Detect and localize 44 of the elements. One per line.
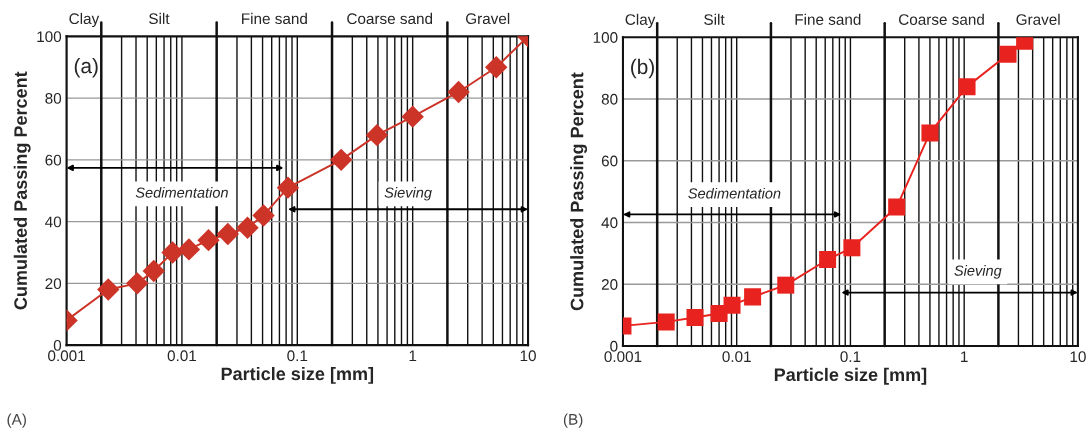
annotation: (a) bbox=[74, 57, 98, 78]
y-tick-label: 20 bbox=[601, 279, 618, 290]
annotation: Sieving bbox=[384, 187, 432, 201]
y-axis-title: Cumulated Passing Percent bbox=[13, 71, 31, 310]
annotation: (b) bbox=[631, 58, 654, 79]
text: Coarse sand bbox=[347, 12, 433, 25]
y-tick-label: 40 bbox=[45, 216, 62, 228]
annotation: Sedimentation bbox=[135, 187, 228, 198]
y-tick-label: 80 bbox=[45, 92, 62, 104]
x-tick-label: 10 bbox=[1070, 351, 1086, 363]
y-tick-label: 20 bbox=[45, 278, 62, 290]
y-tick-label: 80 bbox=[601, 93, 618, 105]
text: (A) bbox=[7, 413, 26, 428]
y-axis-title: Cumulated Passing Percent bbox=[570, 72, 588, 311]
annotation: Sieving bbox=[954, 265, 1002, 279]
y-tick-label: 100 bbox=[37, 31, 62, 43]
text: Gravel bbox=[465, 12, 510, 25]
y-tick-label: 60 bbox=[45, 154, 62, 166]
y-tick-label: 60 bbox=[601, 155, 618, 167]
x-tick-label: 0.001 bbox=[604, 351, 642, 363]
text: Clay bbox=[625, 13, 656, 28]
x-tick-label: 0.01 bbox=[722, 351, 751, 363]
x-tick-label: 1 bbox=[409, 350, 417, 362]
text: Clay bbox=[69, 12, 100, 28]
annotation: Sedimentation bbox=[688, 187, 781, 199]
y-tick-label: 40 bbox=[601, 217, 618, 229]
x-tick-label: 10 bbox=[520, 350, 536, 362]
x-tick-label: 1 bbox=[961, 351, 968, 362]
y-tick-label: 0 bbox=[53, 339, 62, 351]
y-tick-label: 100 bbox=[593, 32, 618, 43]
y-tick-label: 0 bbox=[610, 340, 618, 352]
x-tick-label: 0.1 bbox=[840, 351, 861, 363]
x-axis-title: Particle size [mm] bbox=[221, 366, 374, 384]
text: Silt bbox=[704, 13, 725, 25]
text: Fine sand bbox=[795, 13, 861, 25]
x-tick-label: 0.001 bbox=[48, 350, 85, 362]
x-axis-title: Particle size [mm] bbox=[774, 367, 927, 385]
text: (B) bbox=[563, 413, 583, 428]
x-tick-label: 0.1 bbox=[287, 350, 308, 362]
text: Fine sand bbox=[242, 12, 307, 25]
text: Silt bbox=[149, 12, 170, 25]
x-tick-label: 0.01 bbox=[167, 350, 197, 362]
text: Coarse sand bbox=[899, 13, 984, 25]
text: Gravel bbox=[1016, 13, 1060, 25]
